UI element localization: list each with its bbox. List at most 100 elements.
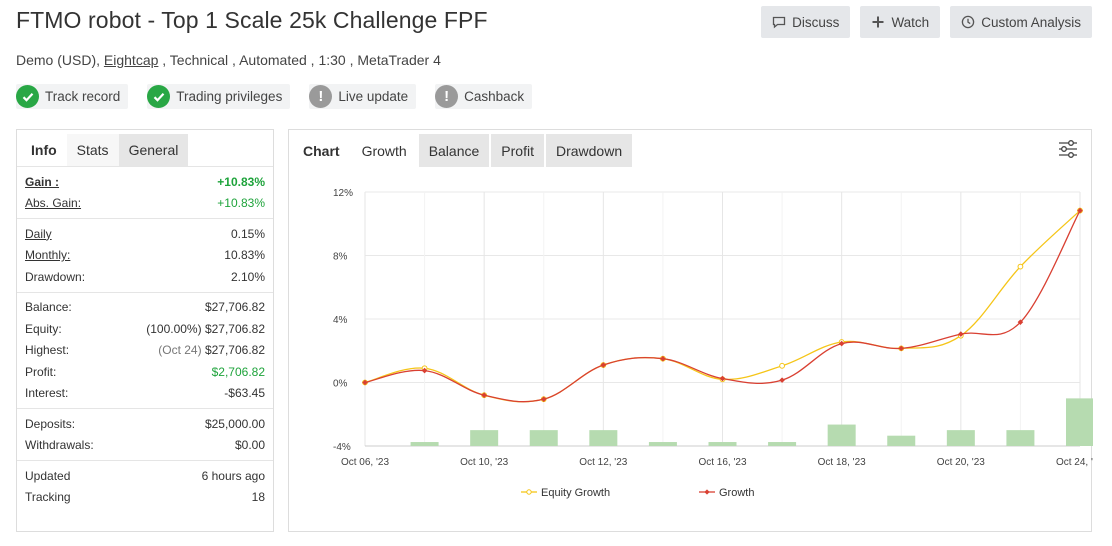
subtitle-prefix: Demo (USD),: [16, 52, 104, 68]
legend-label: Growth: [719, 487, 754, 499]
series-point: [1017, 263, 1024, 270]
volume-bar: [1066, 398, 1093, 446]
verification-badges: Track record Trading privileges ! Live u…: [16, 84, 533, 109]
daily-value: 0.15%: [230, 226, 265, 241]
tracking-label: Tracking: [25, 490, 71, 505]
stat-row-withdrawals: Withdrawals: $0.00: [25, 435, 265, 457]
equity-value: $27,706.82: [204, 321, 265, 336]
badge-track-record[interactable]: Track record: [16, 84, 129, 109]
x-tick-label: Oct 06, '23: [341, 457, 389, 468]
x-tick-label: Oct 12, '23: [579, 457, 627, 468]
badge-label: Live update: [338, 89, 409, 104]
gain-label[interactable]: Gain :: [25, 174, 60, 189]
y-tick-label: 12%: [333, 188, 353, 199]
stat-row-updated: Updated 6 hours ago: [25, 465, 265, 487]
header-actions: Discuss Watch Custom Analysis: [761, 6, 1092, 38]
profit-value: $2,706.82: [211, 364, 265, 379]
withdrawals-value: $0.00: [234, 438, 265, 453]
balance-label: Balance:: [25, 300, 72, 315]
legend-marker: [704, 489, 710, 495]
x-tick-label: Oct 10, '23: [460, 457, 508, 468]
series-point: [898, 345, 905, 352]
plus-icon: [871, 15, 885, 29]
gain-value: +10.83%: [217, 174, 265, 189]
stats-tabs: Info Stats General: [17, 130, 273, 166]
stat-row-balance: Balance: $27,706.82: [25, 297, 265, 319]
stat-row-drawdown: Drawdown: 2.10%: [25, 266, 265, 288]
tab-stats[interactable]: Stats: [66, 134, 119, 166]
exclamation-icon: !: [435, 85, 459, 108]
tracking-group: Updated 6 hours ago Tracking 18: [17, 460, 273, 512]
watch-button[interactable]: Watch: [860, 6, 941, 38]
balance-group: Balance: $27,706.82 Equity: (100.00%) $2…: [17, 291, 273, 409]
subtitle-suffix: , Technical , Automated , 1:30 , MetaTra…: [158, 52, 441, 68]
gain-group: Gain : +10.83% Abs. Gain: +10.83%: [17, 166, 273, 218]
series-point: [421, 367, 428, 374]
series-point: [362, 379, 368, 386]
balance-value: $27,706.82: [204, 300, 265, 315]
stat-row-gain: Gain : +10.83%: [25, 171, 265, 193]
withdrawals-label: Withdrawals:: [25, 438, 94, 453]
legend-marker: [526, 489, 532, 495]
growth-chart[interactable]: 12% 8% 4% 0% -4% Oct 06, '23 Oct 10, '23 Oct 12…: [289, 130, 1093, 533]
discuss-label: Discuss: [792, 14, 840, 30]
tab-drawdown[interactable]: Drawdown: [545, 134, 633, 167]
highest-label: Highest:: [25, 343, 70, 358]
discuss-button[interactable]: Discuss: [761, 6, 851, 38]
stat-row-tracking: Tracking 18: [25, 487, 265, 509]
badge-cashback[interactable]: ! Cashback: [435, 84, 533, 109]
updated-label: Updated: [25, 468, 71, 483]
broker-link[interactable]: Eightcap: [103, 52, 159, 68]
series-point: [600, 362, 607, 368]
drawdown-value: 2.10%: [230, 269, 265, 284]
badge-label: Cashback: [464, 89, 525, 104]
equity-note: (100.00%): [146, 321, 202, 336]
badge-label: Trading privileges: [176, 89, 283, 104]
equity-label: Equity:: [25, 321, 62, 336]
interest-label: Interest:: [25, 386, 69, 401]
chart-label: Chart: [293, 134, 350, 167]
volume-bar: [708, 442, 737, 446]
y-tick-label: 4%: [333, 315, 348, 326]
x-tick-label: Oct 20, '23: [937, 457, 985, 468]
badge-trading-privileges[interactable]: Trading privileges: [147, 84, 291, 109]
tab-general[interactable]: General: [118, 134, 189, 166]
tab-growth[interactable]: Growth: [351, 134, 417, 167]
volume-bar: [470, 430, 499, 446]
rates-group: Daily 0.15% Monthly: 10.83% Drawdown: 2.…: [17, 218, 273, 292]
chart-settings-button[interactable]: [1057, 138, 1079, 160]
volume-bar: [589, 430, 618, 446]
series-point: [660, 355, 666, 362]
series-point: [958, 331, 964, 337]
series-point: [779, 377, 785, 383]
tab-info[interactable]: Info: [21, 134, 67, 166]
stat-row-profit: Profit: $2,706.82: [25, 361, 265, 383]
stat-row-equity: Equity: (100.00%) $27,706.82: [25, 318, 265, 340]
abs-gain-value: +10.83%: [217, 196, 265, 211]
volume-bar: [827, 424, 856, 446]
stat-row-monthly: Monthly: 10.83%: [25, 245, 265, 267]
tab-profit[interactable]: Profit: [491, 134, 544, 167]
series-point: [838, 340, 845, 347]
series-point: [481, 392, 487, 398]
volume-bar: [887, 435, 916, 446]
highest-note: (Oct 24): [158, 343, 202, 358]
chart-tabs: Chart Growth Balance Profit Drawdown: [289, 130, 1091, 168]
interest-value: -$63.45: [224, 386, 265, 401]
custom-analysis-button[interactable]: Custom Analysis: [950, 6, 1092, 38]
volume-bar: [946, 430, 975, 446]
check-icon: [147, 85, 171, 108]
page-title: FTMO robot - Top 1 Scale 25k Challenge F…: [16, 7, 488, 33]
account-subtitle: Demo (USD), Eightcap , Technical , Autom…: [16, 52, 441, 68]
y-tick-label: 0%: [333, 379, 348, 390]
series-point: [779, 362, 785, 369]
custom-analysis-label: Custom Analysis: [981, 14, 1081, 30]
monthly-value: 10.83%: [224, 248, 265, 263]
stats-panel: Info Stats General Gain : +10.83% Abs. G…: [16, 129, 274, 532]
abs-gain-label[interactable]: Abs. Gain:: [25, 196, 82, 211]
daily-label[interactable]: Daily: [25, 226, 52, 241]
stat-row-abs-gain: Abs. Gain: +10.83%: [25, 193, 265, 215]
tab-balance[interactable]: Balance: [418, 134, 490, 167]
monthly-label[interactable]: Monthly:: [25, 248, 71, 263]
badge-live-update[interactable]: ! Live update: [309, 84, 417, 109]
